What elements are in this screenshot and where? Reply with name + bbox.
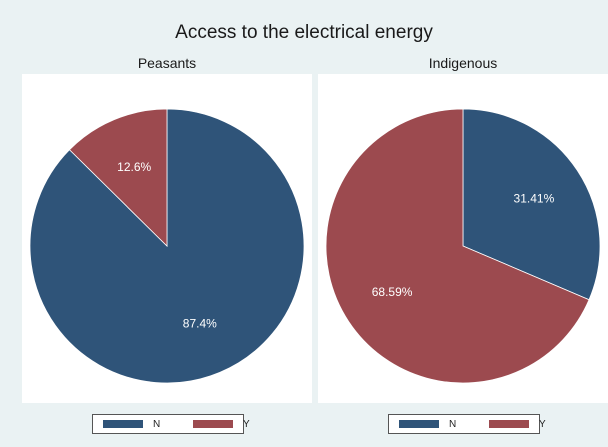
legend-swatch-y <box>193 420 233 428</box>
legend-swatch-n <box>103 420 143 428</box>
pie-slice-y <box>325 108 590 384</box>
pie-slice-n <box>29 108 305 384</box>
legend-item-y: Y <box>193 419 250 430</box>
legend-swatch-n <box>399 420 439 428</box>
slice-label-n: 31.41% <box>514 191 555 205</box>
legend-label-y: Y <box>243 418 250 430</box>
chart-title: Access to the electrical energy <box>175 22 433 43</box>
plot-area-indigenous: 31.41% 68.59% <box>318 74 608 403</box>
slice-label-y: 12.6% <box>117 160 151 174</box>
panel-title-indigenous: Indigenous <box>428 55 498 71</box>
pie-chart-indigenous: 31.41% 68.59% <box>325 108 601 384</box>
slice-label-y: 68.59% <box>372 285 413 299</box>
legend-label-n: N <box>449 418 457 430</box>
panel-title-peasants: Peasants <box>137 55 197 71</box>
legend-item-n: N <box>103 419 193 430</box>
pie-slice-y <box>68 108 168 247</box>
legend-item-n: N <box>399 419 489 430</box>
legend-item-y: Y <box>489 419 546 430</box>
pie-chart-peasants: 87.4% 12.6% <box>29 108 305 384</box>
pie-slice-n <box>462 108 601 301</box>
slice-label-n: 87.4% <box>183 317 217 331</box>
plot-area-peasants: 87.4% 12.6% <box>22 74 312 403</box>
legend-label-y: Y <box>539 418 546 430</box>
legend-peasants: N Y <box>92 414 250 434</box>
legend-label-n: N <box>153 418 161 430</box>
legend-indigenous: N Y <box>388 414 546 434</box>
legend-swatch-y <box>489 420 529 428</box>
